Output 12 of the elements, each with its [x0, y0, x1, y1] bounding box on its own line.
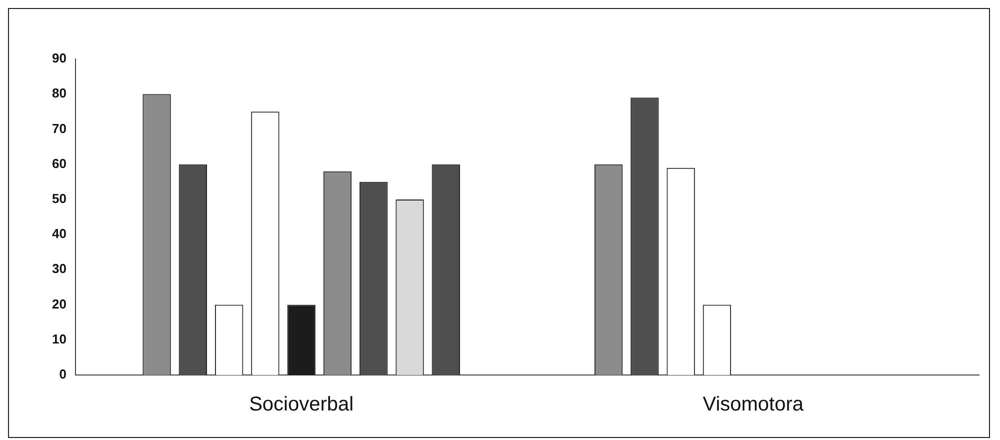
y-tick-label: 20 [52, 296, 66, 312]
y-tick-label: 40 [52, 226, 66, 242]
y-tick-label: 50 [52, 191, 66, 206]
y-tick-label: 90 [52, 50, 66, 66]
y-tick-label: 60 [52, 156, 66, 171]
y-tick-label: 30 [52, 261, 66, 276]
x-tick-label: Socioverbal [249, 394, 354, 416]
y-tick-label: 10 [52, 331, 66, 346]
y-tick-label: 0 [59, 366, 66, 382]
y-tick-label: 80 [52, 86, 66, 101]
x-tick-label: Visomotora [702, 394, 804, 416]
y-tick-label: 70 [52, 120, 66, 136]
